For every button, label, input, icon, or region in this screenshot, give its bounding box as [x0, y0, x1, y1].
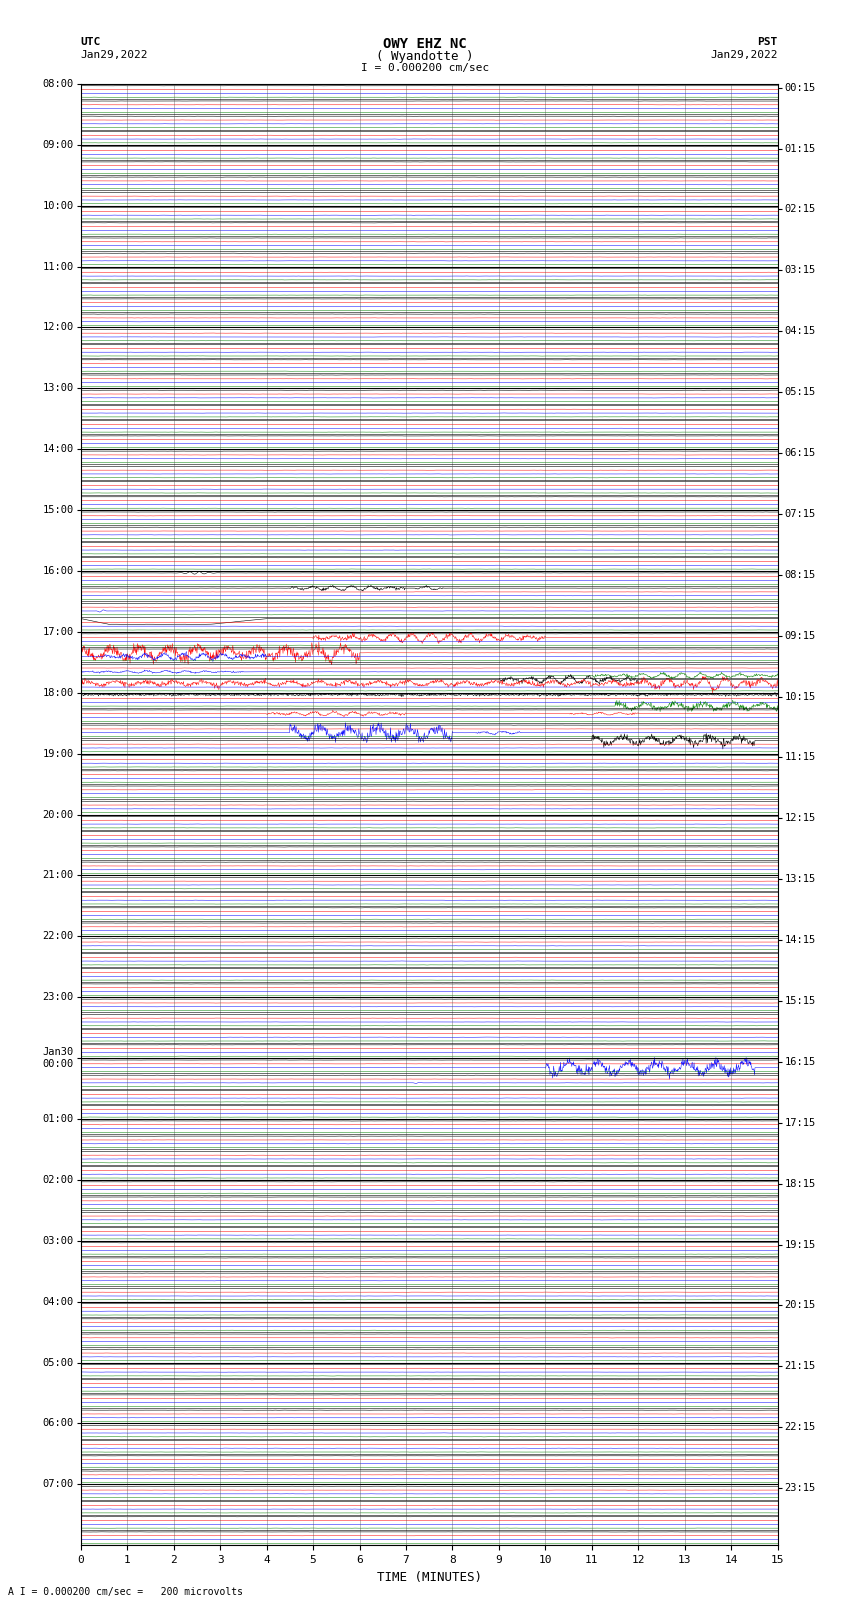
Text: A I = 0.000200 cm/sec =   200 microvolts: A I = 0.000200 cm/sec = 200 microvolts: [8, 1587, 243, 1597]
X-axis label: TIME (MINUTES): TIME (MINUTES): [377, 1571, 482, 1584]
Text: PST: PST: [757, 37, 778, 47]
Text: I = 0.000200 cm/sec: I = 0.000200 cm/sec: [361, 63, 489, 73]
Text: Jan29,2022: Jan29,2022: [81, 50, 148, 60]
Text: ( Wyandotte ): ( Wyandotte ): [377, 50, 473, 63]
Text: UTC: UTC: [81, 37, 101, 47]
Text: OWY EHZ NC: OWY EHZ NC: [383, 37, 467, 52]
Text: Jan29,2022: Jan29,2022: [711, 50, 778, 60]
